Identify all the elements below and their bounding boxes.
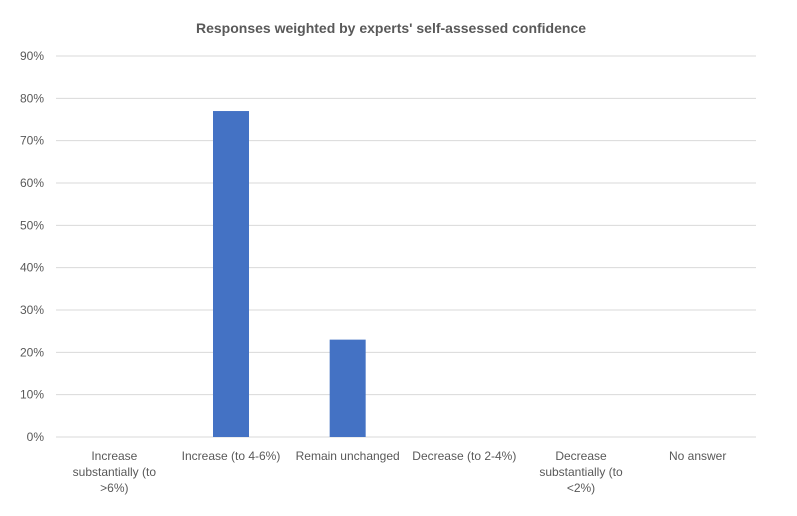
x-category-label-line: >6%) xyxy=(100,481,128,495)
x-category-label: No answer xyxy=(669,449,726,463)
chart-title: Responses weighted by experts' self-asse… xyxy=(196,20,586,36)
y-tick-label: 50% xyxy=(20,218,44,232)
x-category-label-line: Increase (to 4-6%) xyxy=(182,449,281,463)
bar-1 xyxy=(213,111,249,438)
gridlines xyxy=(56,55,756,438)
y-axis-tick-labels: 0% 10% 20% 30% 40% 50% 60% 70% 80% 90% xyxy=(20,49,44,444)
y-tick-label: 80% xyxy=(20,91,44,105)
y-tick-label: 0% xyxy=(27,430,45,444)
x-category-label-line: Decrease (to 2-4%) xyxy=(412,449,516,463)
x-category-label: Remain unchanged xyxy=(296,449,400,463)
x-category-label-line: substantially (to xyxy=(539,465,623,479)
bars xyxy=(213,111,366,438)
y-tick-label: 10% xyxy=(20,388,44,402)
y-tick-label: 70% xyxy=(20,134,44,148)
x-category-label-line: Remain unchanged xyxy=(296,449,400,463)
y-tick-label: 60% xyxy=(20,176,44,190)
y-tick-label: 40% xyxy=(20,261,44,275)
x-category-label: Decrease substantially (to <2%) xyxy=(539,449,623,495)
x-category-label: Increase (to 4-6%) xyxy=(182,449,281,463)
x-category-label-line: Decrease xyxy=(555,449,607,463)
x-category-label-line: substantially (to xyxy=(73,465,157,479)
x-category-label-line: No answer xyxy=(669,449,726,463)
y-tick-label: 20% xyxy=(20,345,44,359)
x-axis-category-labels: Increase substantially (to >6%) Increase (t… xyxy=(73,449,727,495)
x-category-label-line: Increase xyxy=(91,449,137,463)
x-category-label-line: <2%) xyxy=(567,481,595,495)
y-tick-label: 90% xyxy=(20,49,44,63)
y-tick-label: 30% xyxy=(20,303,44,317)
x-category-label: Increase substantially (to >6%) xyxy=(73,449,157,495)
bar-2 xyxy=(329,339,366,437)
x-category-label: Decrease (to 2-4%) xyxy=(412,449,516,463)
